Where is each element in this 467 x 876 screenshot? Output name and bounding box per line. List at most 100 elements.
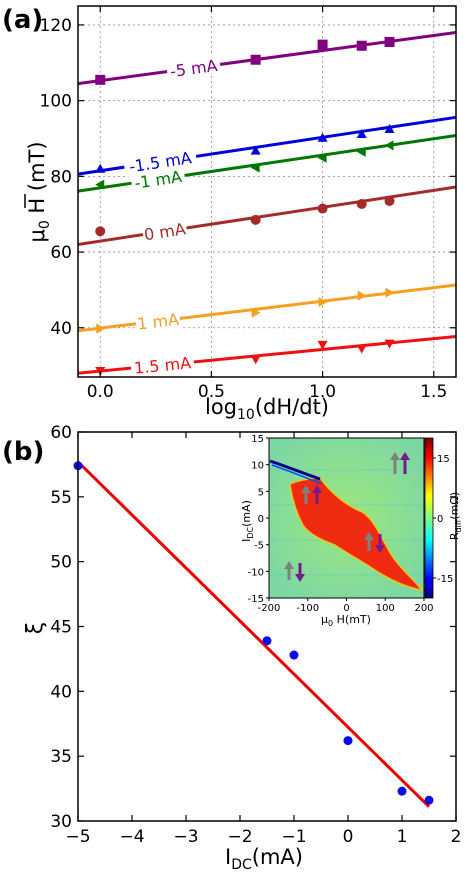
panel-b-x-axis-label: IDC(mA) bbox=[225, 845, 303, 873]
fit-line bbox=[77, 185, 457, 246]
y-tick-label: 35 bbox=[50, 747, 72, 767]
panel-a-series-labels: -5 mA-1.5 mA-1 mA0 mA1 mA1.5 mA bbox=[122, 54, 222, 379]
panel-b-fit-line bbox=[76, 460, 431, 808]
panel-a-points bbox=[95, 36, 395, 376]
inset-x-tick-label: 100 bbox=[376, 603, 395, 614]
inset-y-ticks: 15 10 5 0 -5 -10 -15 bbox=[248, 434, 269, 605]
series-label-text: 1 mA bbox=[136, 310, 180, 334]
inset-colorbar-label: Rdiff(mΩ) bbox=[448, 492, 463, 540]
inset-colorbar bbox=[424, 437, 434, 599]
y-tick-label: 30 bbox=[50, 812, 72, 832]
inset-red-region-edge bbox=[289, 477, 424, 592]
data-point bbox=[318, 297, 328, 308]
inset-arrows-up-up-center bbox=[301, 485, 322, 504]
y-tick-label: 60 bbox=[50, 423, 72, 443]
y-tick-label: 55 bbox=[50, 488, 72, 508]
panel-a-x-axis-label: log10(dH/dt) bbox=[205, 395, 329, 423]
y-tick-label: 80 bbox=[50, 167, 72, 187]
fit-line bbox=[77, 31, 457, 86]
data-point bbox=[251, 307, 261, 318]
svg-text:μ0 H (mT): μ0 H (mT) bbox=[25, 141, 53, 242]
x-tick-label: 1 bbox=[397, 827, 408, 847]
x-tick-label: −3 bbox=[173, 827, 198, 847]
inset-switching-line-2 bbox=[271, 464, 323, 485]
y-tick-label: 120 bbox=[40, 16, 72, 36]
panel-a-y-ticks: 40 60 80 100 120 bbox=[40, 16, 456, 339]
x-tick-label: −5 bbox=[65, 827, 90, 847]
data-point bbox=[95, 163, 106, 173]
data-point bbox=[95, 226, 106, 237]
data-point bbox=[384, 140, 394, 151]
data-point bbox=[385, 287, 395, 298]
series-label-bg bbox=[122, 146, 198, 178]
data-point bbox=[384, 36, 395, 47]
series-label-bg bbox=[141, 218, 188, 245]
data-point bbox=[317, 152, 327, 163]
data-point bbox=[424, 795, 434, 805]
inset-arrows-up-down-center bbox=[364, 532, 385, 553]
x-tick-label: 1.0 bbox=[309, 382, 336, 402]
inset-y-tick-label: -15 bbox=[248, 594, 264, 605]
inset-y-tick-label: 0 bbox=[258, 514, 264, 525]
panel-a-label: (a) bbox=[2, 5, 43, 35]
panel-a-x-ticks: 0.0 0.5 1.0 1.5 bbox=[87, 6, 447, 402]
inset-x-tick-label: -100 bbox=[296, 603, 319, 614]
y-tick-label: 50 bbox=[50, 553, 72, 573]
panel-a-frame bbox=[77, 5, 457, 378]
colorbar-tick-label: 0 bbox=[437, 514, 443, 525]
panel-a-fit-lines bbox=[77, 31, 457, 375]
panel-b-label: (b) bbox=[2, 437, 44, 467]
data-point bbox=[250, 355, 261, 365]
inset-x-tick-label: 0 bbox=[343, 603, 349, 614]
data-point bbox=[356, 198, 367, 209]
y-tick-label: 45 bbox=[50, 618, 72, 638]
inset-y-tick-label: 10 bbox=[251, 461, 264, 472]
panel-a: (a) -5 mA-1.5 mA-1 mA0 mA1 mA1.5 mA 0.0 0… bbox=[2, 5, 457, 423]
series-label: 1 mA bbox=[135, 308, 182, 334]
inset-x-axis-label: μ0 H(mT) bbox=[321, 613, 371, 628]
data-point bbox=[262, 636, 272, 646]
inset-switching-line bbox=[269, 459, 321, 481]
colorbar-tick-label: -15 bbox=[437, 574, 453, 585]
inset-arrows-up-up bbox=[390, 452, 410, 474]
data-point bbox=[250, 162, 260, 173]
series-label-bg bbox=[135, 308, 182, 334]
panel-b-points bbox=[73, 461, 434, 805]
inset-y-tick-label: -10 bbox=[248, 567, 264, 578]
fit-line bbox=[76, 460, 431, 808]
x-tick-label: −4 bbox=[119, 827, 144, 847]
series-label: 1.5 mA bbox=[130, 352, 195, 379]
series-label-bg bbox=[130, 165, 186, 194]
panel-b-y-ticks: 30 35 40 45 50 55 60 bbox=[50, 423, 456, 832]
x-tick-label: 0 bbox=[343, 827, 354, 847]
y-tick-label: 60 bbox=[50, 243, 72, 263]
series-label: -5 mA bbox=[165, 54, 222, 82]
data-point bbox=[397, 786, 407, 796]
y-tick-label: 100 bbox=[40, 92, 72, 112]
data-point bbox=[356, 344, 367, 354]
x-tick-label: −1 bbox=[281, 827, 306, 847]
panel-b-x-ticks: −5 −4 −3 −2 −1 0 1 2 bbox=[65, 432, 461, 847]
inset-x-ticks: -200 -100 0 100 200 bbox=[258, 598, 434, 614]
data-point bbox=[356, 40, 367, 51]
data-point bbox=[95, 74, 106, 85]
data-point bbox=[317, 132, 328, 142]
data-point bbox=[384, 124, 395, 134]
inset-arrows-up-down bbox=[284, 561, 305, 582]
data-point bbox=[356, 128, 367, 138]
series-label-text: 0 mA bbox=[143, 219, 187, 244]
data-point bbox=[317, 340, 328, 350]
x-tick-label: 2 bbox=[451, 827, 462, 847]
y-tick-label: 40 bbox=[50, 682, 72, 702]
inset-y-tick-label: 15 bbox=[251, 434, 264, 445]
series-label: 0 mA bbox=[141, 218, 188, 245]
x-tick-label: 0.5 bbox=[198, 382, 225, 402]
data-point bbox=[250, 145, 261, 155]
x-tick-label: 1.5 bbox=[420, 382, 447, 402]
inset-red-region bbox=[290, 478, 422, 590]
series-label-bg bbox=[165, 54, 222, 82]
panel-a-y-axis-label: μ0 H (mT) bbox=[24, 141, 53, 243]
data-point bbox=[384, 339, 395, 349]
inset-x-tick-label: 200 bbox=[414, 603, 433, 614]
inset-y-tick-label: -5 bbox=[254, 541, 264, 552]
